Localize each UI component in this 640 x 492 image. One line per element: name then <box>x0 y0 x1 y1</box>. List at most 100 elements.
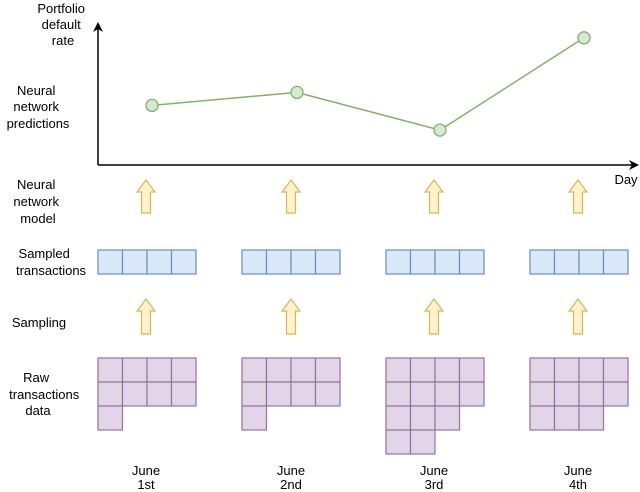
row-label-raw-line-1: Raw <box>23 370 50 385</box>
raw-transaction-cell <box>529 381 556 407</box>
y-axis-label-line-2: default <box>42 17 81 32</box>
raw-transaction-cell <box>458 381 485 407</box>
raw-transaction-cell <box>409 405 436 431</box>
sampled-transaction-cell <box>290 249 317 275</box>
raw-transaction-cell <box>385 381 412 407</box>
raw-transaction-cell <box>409 381 436 407</box>
up-arrow-icon <box>280 179 302 214</box>
row-label-sampled-line-2: transactions <box>16 263 87 278</box>
raw-transaction-cell <box>458 357 485 383</box>
raw-transaction-cell <box>170 357 197 383</box>
raw-transaction-cell <box>241 381 268 407</box>
raw-transaction-cell <box>529 405 556 431</box>
raw-transaction-cell <box>578 405 605 431</box>
day-label-month: June <box>420 463 448 478</box>
y-axis-label: Portfolio default rate <box>37 1 88 48</box>
sampled-transaction-cell <box>170 249 197 275</box>
raw-transaction-cell <box>314 357 341 383</box>
row-label-sampled: Sampled transactions <box>16 246 87 278</box>
day-label-month: June <box>277 463 305 478</box>
up-arrow-icon <box>423 298 445 335</box>
raw-transaction-cell <box>314 381 341 407</box>
raw-transaction-cell <box>290 357 317 383</box>
raw-transaction-cell <box>385 357 412 383</box>
raw-transaction-cell <box>146 381 173 407</box>
raw-transaction-cell <box>121 381 148 407</box>
raw-transaction-cell <box>170 381 197 407</box>
y-axis-label-line-1: Portfolio <box>37 1 85 16</box>
prediction-point <box>145 98 159 113</box>
raw-transactions-group <box>97 357 629 455</box>
raw-transaction-cell <box>529 357 556 383</box>
sampled-transaction-cell <box>553 249 580 275</box>
raw-transaction-cell <box>578 381 605 407</box>
sampled-transaction-cell <box>314 249 341 275</box>
raw-transaction-cell <box>409 357 436 383</box>
day-label-day: 1st <box>137 477 155 492</box>
raw-transaction-cell <box>434 381 461 407</box>
day-label-month: June <box>132 463 160 478</box>
up-arrow-icon <box>423 179 445 214</box>
sampled-transaction-cell <box>434 249 461 275</box>
row-label-predictions: Neural network predictions <box>7 83 70 131</box>
up-arrow-icon <box>135 298 157 335</box>
up-arrow-icon <box>567 179 589 214</box>
raw-transaction-cell <box>409 429 436 455</box>
day-label-day: 2nd <box>280 477 302 492</box>
arrows-group <box>135 179 589 335</box>
raw-transaction-cell <box>553 405 580 431</box>
sampled-transaction-cell <box>602 249 629 275</box>
up-arrow-icon <box>567 298 589 335</box>
row-label-model-line-2: network <box>13 194 59 209</box>
raw-transaction-cell <box>121 357 148 383</box>
sampled-transaction-cell <box>578 249 605 275</box>
sampled-transaction-cell <box>97 249 124 275</box>
sampled-transaction-cell <box>458 249 485 275</box>
row-label-raw: Raw transactions data <box>9 370 83 418</box>
prediction-point <box>290 85 304 100</box>
row-label-predictions-line-3: predictions <box>7 116 70 131</box>
raw-transaction-cell <box>241 405 268 431</box>
row-label-model: Neural network model <box>13 177 62 226</box>
raw-transaction-cell <box>97 357 124 383</box>
raw-transaction-cell <box>385 405 412 431</box>
raw-transaction-cell <box>434 357 461 383</box>
up-arrow-icon <box>280 298 302 335</box>
sampled-transactions-group <box>97 249 629 275</box>
raw-transaction-cell <box>265 381 292 407</box>
row-label-predictions-line-2: network <box>13 99 59 114</box>
sampled-transaction-cell <box>146 249 173 275</box>
row-label-raw-line-3: data <box>25 403 51 418</box>
predictions-line <box>151 37 585 131</box>
prediction-point <box>433 123 447 137</box>
raw-transaction-cell <box>553 357 580 383</box>
raw-transaction-cell <box>97 381 124 407</box>
raw-transaction-cell <box>553 381 580 407</box>
raw-transaction-cell <box>602 381 629 407</box>
row-label-model-line-1: Neural <box>17 177 55 192</box>
sampled-transaction-cell <box>385 249 412 275</box>
sampled-transaction-cell <box>409 249 436 275</box>
up-arrow-icon <box>135 179 157 214</box>
raw-transaction-cell <box>241 357 268 383</box>
day-label-month: June <box>564 463 592 478</box>
raw-transaction-cell <box>97 405 124 431</box>
predictions-line-group <box>145 31 591 137</box>
prediction-point <box>577 31 591 45</box>
day-label-day: 3rd <box>425 477 444 492</box>
day-label-day: 4th <box>569 477 587 492</box>
row-label-sampled-line-1: Sampled <box>19 246 70 261</box>
raw-transaction-cell <box>434 405 461 431</box>
x-axis-label: Day <box>614 172 638 187</box>
sampled-transaction-cell <box>241 249 268 275</box>
sampled-transaction-cell <box>265 249 292 275</box>
row-label-sampling: Sampling <box>12 315 66 330</box>
chart-axes <box>93 22 639 170</box>
raw-transaction-cell <box>385 429 412 455</box>
sampled-transaction-cell <box>121 249 148 275</box>
raw-transaction-cell <box>602 357 629 383</box>
row-label-raw-line-2: transactions <box>9 387 80 402</box>
sampled-transaction-cell <box>529 249 556 275</box>
